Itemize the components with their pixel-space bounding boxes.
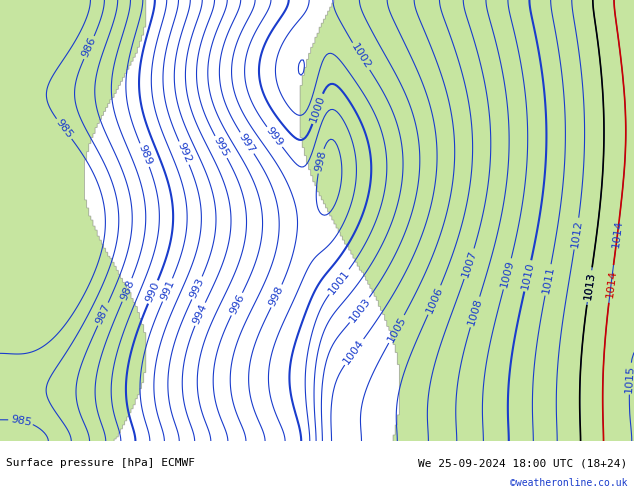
Text: 985: 985 [54, 118, 74, 140]
Text: 986: 986 [80, 36, 98, 59]
Text: We 25-09-2024 18:00 UTC (18+24): We 25-09-2024 18:00 UTC (18+24) [418, 458, 628, 468]
Text: 1014: 1014 [611, 219, 624, 248]
Text: 1013: 1013 [583, 271, 597, 301]
Text: 987: 987 [94, 302, 112, 326]
Text: 1001: 1001 [327, 268, 352, 296]
Text: 994: 994 [191, 302, 209, 326]
Text: ©weatheronline.co.uk: ©weatheronline.co.uk [510, 478, 628, 488]
Text: Surface pressure [hPa] ECMWF: Surface pressure [hPa] ECMWF [6, 458, 195, 468]
Text: 1013: 1013 [583, 271, 597, 301]
Text: 990: 990 [145, 280, 162, 304]
Text: 1009: 1009 [499, 259, 515, 289]
Text: 1011: 1011 [541, 265, 555, 294]
Text: 996: 996 [228, 293, 246, 316]
Text: 1012: 1012 [569, 219, 583, 248]
Text: 1008: 1008 [466, 297, 484, 327]
Text: 1010: 1010 [520, 261, 536, 291]
Text: 985: 985 [10, 414, 32, 428]
Text: 1004: 1004 [342, 338, 366, 367]
Text: 998: 998 [268, 284, 286, 308]
Text: 999: 999 [264, 125, 285, 148]
Text: 1003: 1003 [347, 296, 372, 324]
Text: 993: 993 [188, 276, 206, 300]
Text: 1000: 1000 [308, 94, 327, 123]
Text: 988: 988 [119, 278, 136, 302]
Text: 1005: 1005 [385, 315, 408, 344]
Text: 995: 995 [212, 135, 231, 159]
Text: 1007: 1007 [460, 249, 478, 279]
Text: 1002: 1002 [349, 42, 373, 71]
Text: 997: 997 [237, 131, 257, 155]
Text: 991: 991 [158, 278, 176, 302]
Text: 1014: 1014 [604, 270, 618, 298]
Text: 989: 989 [136, 143, 153, 167]
Text: 1006: 1006 [424, 285, 444, 315]
Text: 1015: 1015 [624, 364, 634, 393]
Text: 992: 992 [175, 141, 193, 165]
Text: 998: 998 [313, 149, 328, 172]
